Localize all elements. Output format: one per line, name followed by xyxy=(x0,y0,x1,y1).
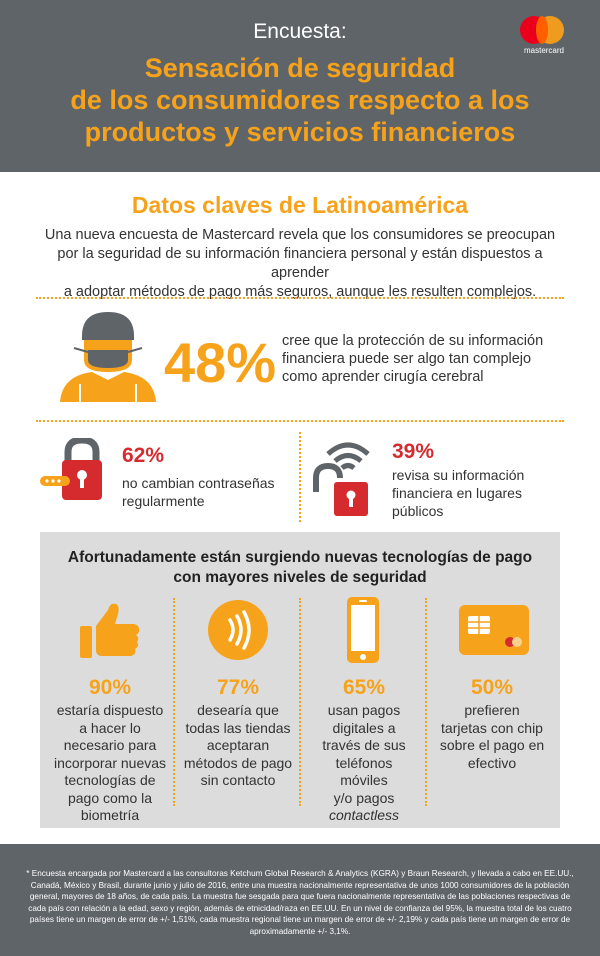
text-line: sin contacto xyxy=(200,772,276,788)
text-line: aceptaran xyxy=(206,737,270,753)
mobile-phone-icon xyxy=(347,597,379,663)
text-line: tarjetas con chip xyxy=(441,719,543,736)
intro-line: Una nueva encuesta de Mastercard revela … xyxy=(44,227,556,243)
text-line: estaría dispuesto xyxy=(56,702,164,718)
stat-62-value: 62% xyxy=(122,444,165,467)
section-title: Datos claves de Latinoamérica xyxy=(131,192,469,218)
tech-item-text: prefieren tarjetas con chip sobre el pag… xyxy=(432,702,552,772)
header-banner: Encuesta: Sensación de seguridad de los … xyxy=(0,0,600,172)
stat-39-value: 39% xyxy=(392,440,435,463)
text-line: digitales a xyxy=(332,719,396,736)
text-line: efectivo xyxy=(467,754,517,771)
tech-title: Afortunadamente están surgiendo nuevas t… xyxy=(40,548,560,588)
tech-title-line: Afortunadamente están surgiendo nuevas t… xyxy=(67,549,533,566)
intro-text: Una nueva encuesta de Mastercard revela … xyxy=(40,226,560,302)
text-line: a hacer lo xyxy=(79,719,141,736)
title-line: Sensación de seguridad xyxy=(144,53,456,83)
stat-line: regularmente xyxy=(122,493,205,509)
tech-item-text: estaría dispuesto a hacer lo necesario p… xyxy=(50,702,170,825)
footnote: * Encuesta encargada por Mastercard a la… xyxy=(26,869,574,936)
footer: * Encuesta encargada por Mastercard a la… xyxy=(0,844,600,956)
text-line: contactless xyxy=(328,807,400,823)
text-line: desearía que xyxy=(197,702,279,718)
tech-item: 50% prefieren tarjetas con chip sobre el… xyxy=(432,676,552,772)
stat-48-text: cree que la protección de su información… xyxy=(282,332,552,386)
title-line: productos y servicios financieros xyxy=(84,117,516,147)
text-line: y/o pagos xyxy=(333,789,395,806)
text-line: móviles xyxy=(340,772,388,788)
stat-48-value: 48% xyxy=(164,331,277,394)
tech-item: 77% desearía que todas las tiendas acept… xyxy=(178,676,298,790)
survey-kicker: Encuesta: xyxy=(253,20,347,43)
tech-item-value: 77% xyxy=(216,676,260,699)
text-line: pago como la xyxy=(67,789,153,806)
text-line: todas las tiendas xyxy=(185,719,291,736)
column-divider xyxy=(299,598,301,806)
stat-line: financiera en lugares xyxy=(392,485,522,501)
stat-line: financiera puede ser algo tan complejo xyxy=(282,351,532,367)
stat-line: no cambian contraseñas xyxy=(122,475,275,491)
stat-line: públicos xyxy=(392,503,444,519)
text-line: incorporar nuevas xyxy=(53,754,167,771)
tech-title-line: con mayores niveles de seguridad xyxy=(173,569,427,586)
text-line: métodos de pago xyxy=(183,754,293,771)
intro-line: por la seguridad de su información finan… xyxy=(57,246,543,281)
tech-item-text: usan pagos digitales a través de sus tel… xyxy=(304,702,424,825)
column-divider xyxy=(173,598,175,806)
mastercard-logo: mastercard xyxy=(516,16,572,58)
tech-item-value: 90% xyxy=(88,676,132,699)
tech-item-text: desearía que todas las tiendas aceptaran… xyxy=(178,702,298,790)
tech-item-value: 65% xyxy=(342,676,386,699)
text-line: usan pagos xyxy=(327,702,401,718)
contactless-icon xyxy=(208,600,268,660)
padlock-icon xyxy=(40,438,102,500)
column-divider xyxy=(425,598,427,806)
stat-39-text: revisa su información financiera en luga… xyxy=(392,466,562,520)
text-line: prefieren xyxy=(464,702,520,718)
text-line: necesario para xyxy=(63,737,157,753)
text-line: sobre el pago en xyxy=(439,737,545,753)
stat-62-text: no cambian contraseñas regularmente xyxy=(122,474,292,510)
page-title: Sensación de seguridad de los consumidor… xyxy=(0,52,600,148)
stat-line: como aprender cirugía cerebral xyxy=(282,369,484,385)
title-line: de los consumidores respecto a los xyxy=(70,85,530,115)
text-line: través de sus xyxy=(322,737,406,753)
dotted-divider xyxy=(36,420,564,422)
stat-line: revisa su información xyxy=(392,467,525,483)
dotted-divider xyxy=(36,297,564,299)
text-line: tecnologías de xyxy=(64,772,156,788)
text-line: biometría xyxy=(80,807,140,823)
text-line: teléfonos xyxy=(335,754,393,771)
tech-item: 65% usan pagos digitales a través de sus… xyxy=(304,676,424,825)
surgeon-icon xyxy=(60,312,156,402)
vertical-dotted-divider xyxy=(299,432,301,522)
tech-item: 90% estaría dispuesto a hacer lo necesar… xyxy=(50,676,170,825)
tech-item-value: 50% xyxy=(470,676,514,699)
intro-line: a adoptar métodos de pago más seguros, a… xyxy=(63,284,537,300)
stat-line: cree que la protección de su información xyxy=(282,333,544,349)
chip-card-icon xyxy=(459,605,529,655)
thumbs-up-icon xyxy=(80,603,140,658)
brand-name: mastercard xyxy=(523,46,564,55)
wifi-padlock-icon xyxy=(313,442,370,516)
